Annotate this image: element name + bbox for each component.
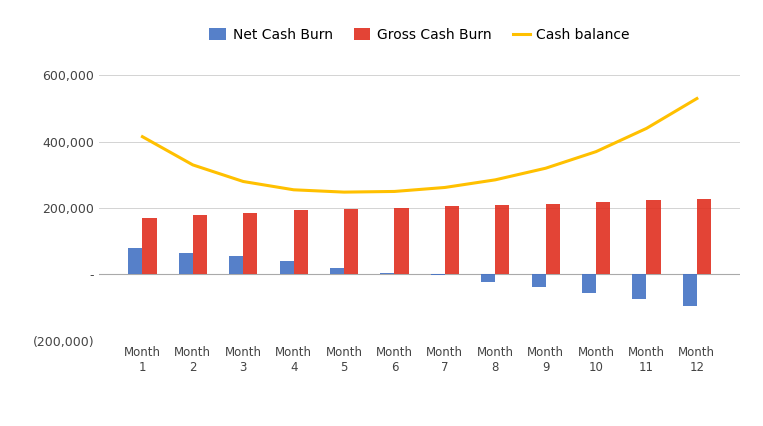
Bar (431, 274, 445, 276)
Bar (633, 274, 646, 299)
Legend: Net Cash Burn, Gross Cash Burn, Cash balance: Net Cash Burn, Gross Cash Burn, Cash bal… (204, 23, 636, 47)
Bar (243, 213, 257, 274)
Cash balance (188, 162, 198, 167)
Cash balance (491, 177, 500, 182)
Bar (646, 200, 661, 274)
Bar (179, 253, 193, 274)
Bar (279, 261, 294, 274)
Cash balance (289, 187, 298, 193)
Cash balance (239, 179, 248, 184)
Bar (380, 273, 394, 274)
Cash balance (642, 126, 651, 131)
Bar (546, 204, 560, 274)
Bar (294, 210, 307, 274)
Cash balance (340, 190, 349, 195)
Cash balance (440, 185, 449, 190)
Bar (495, 205, 510, 274)
Bar (193, 215, 207, 274)
Bar (229, 256, 243, 274)
Bar (445, 206, 459, 274)
Cash balance (541, 166, 550, 171)
Bar (128, 248, 143, 274)
Bar (596, 202, 610, 274)
Cash balance (692, 96, 701, 101)
Bar (481, 274, 495, 282)
Bar (344, 209, 358, 274)
Cash balance (390, 189, 399, 194)
Bar (582, 274, 596, 293)
Cash balance (591, 149, 600, 154)
Bar (683, 274, 697, 306)
Bar (532, 274, 546, 287)
Bar (143, 218, 156, 274)
Cash balance (138, 134, 147, 139)
Line: Cash balance: Cash balance (143, 98, 697, 192)
Bar (697, 199, 711, 274)
Bar (330, 268, 344, 274)
Bar (394, 208, 408, 274)
